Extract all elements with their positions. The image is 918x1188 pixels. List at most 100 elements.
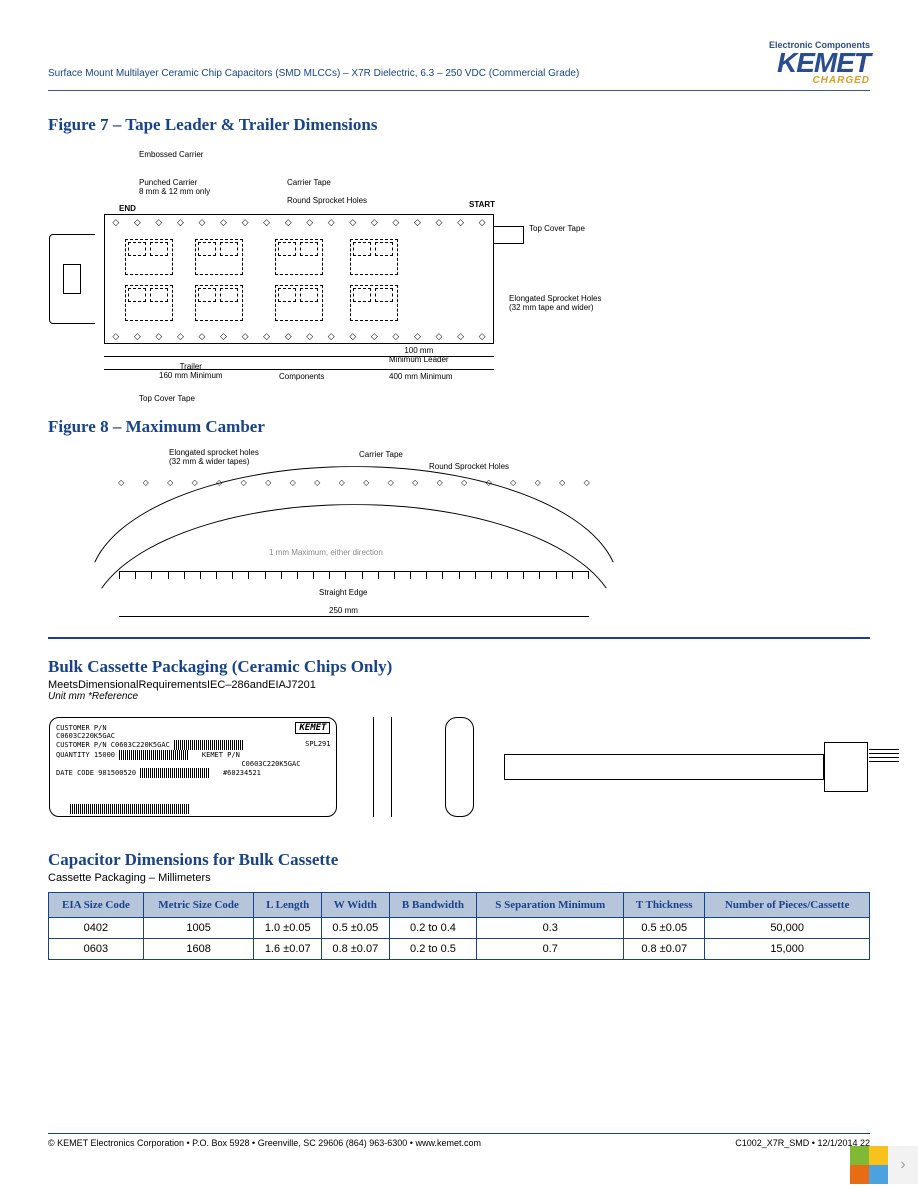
app-icon[interactable]: [850, 1146, 888, 1184]
cassette-unit: Unit mm *Reference: [48, 691, 870, 702]
label-straight: Straight Edge: [319, 588, 367, 597]
insert-tip: [824, 742, 868, 792]
insert-body: [504, 754, 824, 780]
pocket: [275, 239, 323, 275]
col-pieces: Number of Pieces/Cassette: [705, 893, 870, 918]
ruler-ticks: [119, 571, 589, 581]
cassette-title: Bulk Cassette Packaging (Ceramic Chips O…: [48, 657, 870, 677]
label-l4b: C0603C220K5GAC: [241, 760, 300, 768]
cell: 1005: [143, 918, 254, 939]
col-length: L Length: [254, 893, 322, 918]
col-bandwidth: B Bandwidth: [389, 893, 477, 918]
label-top-cover-left: Top Cover Tape: [139, 394, 195, 403]
label-punched: Punched Carrier 8 mm & 12 mm only: [139, 178, 210, 196]
cell: 0402: [49, 918, 144, 939]
label-max: 1 mm Maximum, either direction: [269, 548, 383, 557]
cell: 0.2 to 0.5: [389, 939, 477, 960]
dimline: [104, 369, 494, 370]
reel-hub: [63, 264, 81, 294]
arc-sprockets: ◇◇◇◇◇◇◇◇◇◇◇◇◇◇◇◇◇◇◇◇: [109, 478, 599, 487]
col-thickness: T Thickness: [624, 893, 705, 918]
cassette-front-dims: [367, 717, 415, 817]
label-brand: KEMET: [295, 722, 330, 734]
pocket: [195, 239, 243, 275]
barcode-icon: [140, 768, 210, 778]
pocket: [125, 285, 173, 321]
tape-body: ◇◇◇◇◇◇◇◇◇◇◇◇◇◇◇◇◇◇ ◇◇◇◇◇◇◇◇◇◇◇◇◇◇◇◇◇◇: [104, 214, 494, 344]
label-trailer: Trailer 160 mm Minimum: [159, 362, 223, 380]
figure8-title: Figure 8 – Maximum Camber: [48, 417, 870, 437]
section-separator: [48, 637, 870, 639]
barcode-icon: [174, 740, 244, 750]
table-header-row: EIA Size Code Metric Size Code L Length …: [49, 893, 870, 918]
cassette-meets: MeetsDimensionalRequirementsIEC–286andEI…: [48, 679, 870, 691]
cell: 0.8 ±0.07: [322, 939, 390, 960]
pocket: [195, 285, 243, 321]
col-width: W Width: [322, 893, 390, 918]
footer-left: © KEMET Electronics Corporation • P.O. B…: [48, 1138, 481, 1148]
pocket: [125, 239, 173, 275]
cassette-insert-view: [504, 732, 869, 802]
label-100mm: 100 mm Minimum Leader: [389, 346, 449, 364]
dimensions-table: EIA Size Code Metric Size Code L Length …: [48, 892, 870, 960]
cell: 0.3: [477, 918, 624, 939]
cell: 0.2 to 0.4: [389, 918, 477, 939]
cell: 1.0 ±0.05: [254, 918, 322, 939]
kemet-logo: Electronic Components KEMET CHARGED: [769, 40, 870, 86]
cell: 0603: [49, 939, 144, 960]
label-elongated: Elongated Sprocket Holes (32 mm tape and…: [509, 294, 602, 312]
label-l5: DATE CODE 981500520: [56, 769, 136, 777]
leader-tape: [494, 226, 524, 244]
label-l1: CUSTOMER P/N: [56, 724, 107, 732]
label-l3: QUANTITY 15000: [56, 751, 115, 759]
cassette-diagram: KEMET CUSTOMER P/N C0603C220K5GAC CUSTOM…: [48, 702, 870, 832]
cell: 0.8 ±0.07: [624, 939, 705, 960]
label-l2: CUSTOMER P/N C0603C220K5GAC: [56, 741, 170, 749]
insert-dims: [869, 746, 899, 788]
label-250mm: 250 mm: [329, 606, 358, 615]
table-row: 0402 1005 1.0 ±0.05 0.5 ±0.05 0.2 to 0.4…: [49, 918, 870, 939]
dim-250: [119, 616, 589, 617]
figure7-diagram: Embossed Carrier Punched Carrier 8 mm & …: [48, 143, 870, 403]
page-header: Surface Mount Multilayer Ceramic Chip Ca…: [48, 40, 870, 91]
chevron-right-icon: ›: [900, 1156, 905, 1174]
table-row: 0603 1608 1.6 ±0.07 0.8 ±0.07 0.2 to 0.5…: [49, 939, 870, 960]
page-footer: © KEMET Electronics Corporation • P.O. B…: [48, 1133, 870, 1148]
cell: 0.5 ±0.05: [624, 918, 705, 939]
label-spl: SPL291: [305, 740, 330, 748]
label-l1b: C0603C220K5GAC: [56, 732, 115, 740]
dims-subtitle: Cassette Packaging – Millimeters: [48, 872, 870, 884]
camber-arc: ◇◇◇◇◇◇◇◇◇◇◇◇◇◇◇◇◇◇◇◇ 1 mm Maximum, eithe…: [89, 466, 619, 606]
dims-title: Capacitor Dimensions for Bulk Cassette: [48, 850, 870, 870]
cell: 0.5 ±0.05: [322, 918, 390, 939]
next-page-button[interactable]: ›: [888, 1146, 918, 1184]
pocket: [350, 285, 398, 321]
label-l6: #60234521: [223, 769, 261, 777]
document-title: Surface Mount Multilayer Ceramic Chip Ca…: [48, 68, 579, 79]
label-elongated-8: Elongated sprocket holes (32 mm & wider …: [169, 448, 259, 466]
cell: 15,000: [705, 939, 870, 960]
pocket: [350, 239, 398, 275]
pocket: [275, 285, 323, 321]
label-carrier-tape: Carrier Tape: [287, 178, 331, 187]
label-400mm: 400 mm Minimum: [389, 372, 453, 381]
cell: 0.7: [477, 939, 624, 960]
label-round-holes: Round Sprocket Holes: [287, 196, 367, 205]
label-end: END: [119, 204, 136, 213]
col-eia: EIA Size Code: [49, 893, 144, 918]
label-start: START: [469, 200, 495, 209]
cell: 1.6 ±0.07: [254, 939, 322, 960]
barcode-icon: [119, 750, 189, 760]
cell: 1608: [143, 939, 254, 960]
col-metric: Metric Size Code: [143, 893, 254, 918]
label-top-cover-right: Top Cover Tape: [529, 224, 585, 233]
cassette-side-view: [445, 717, 474, 817]
label-components: Components: [279, 372, 324, 381]
figure8-diagram: Elongated sprocket holes (32 mm & wider …: [48, 445, 870, 625]
page-nav-widget: ›: [850, 1146, 918, 1184]
sprocket-bottom: ◇◇◇◇◇◇◇◇◇◇◇◇◇◇◇◇◇◇: [105, 331, 493, 341]
cell: 50,000: [705, 918, 870, 939]
dimline: [104, 356, 494, 357]
sprocket-top: ◇◇◇◇◇◇◇◇◇◇◇◇◇◇◇◇◇◇: [105, 217, 493, 227]
label-embossed: Embossed Carrier: [139, 150, 203, 159]
